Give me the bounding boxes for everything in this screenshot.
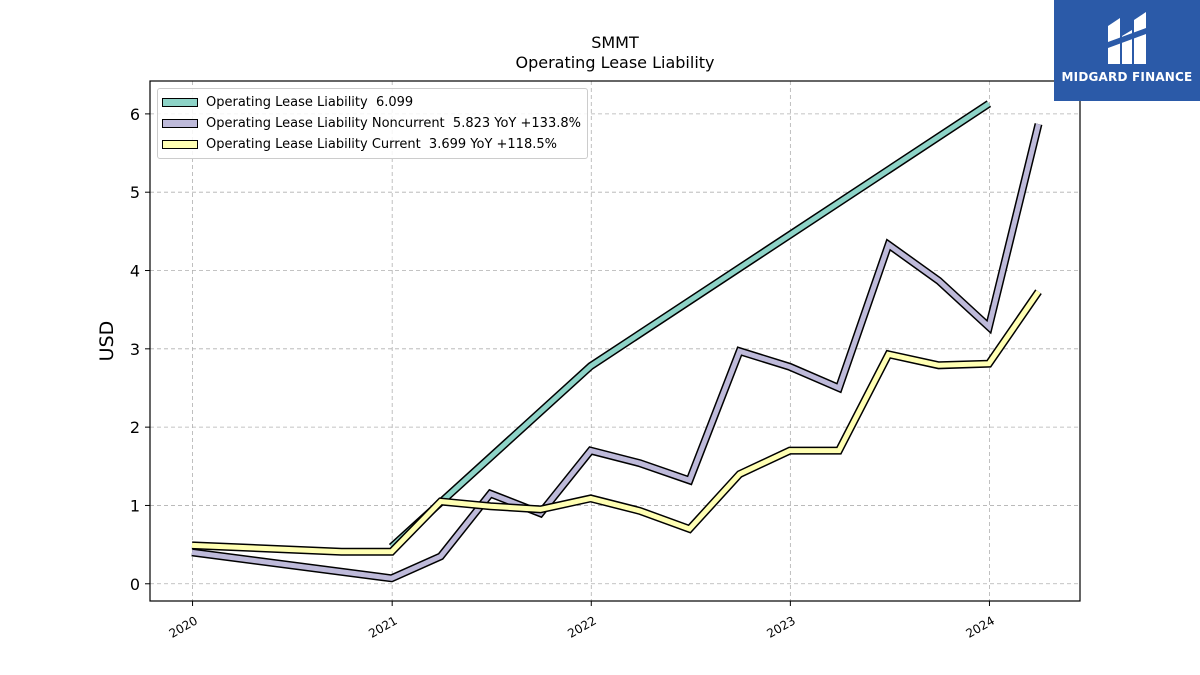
- y-axis-label: USD: [96, 321, 118, 362]
- grid: [150, 81, 1080, 601]
- legend-swatch-total: [162, 98, 198, 107]
- series-line-1: [191, 123, 1041, 581]
- y-tick-label: 1: [130, 496, 140, 515]
- chart-subtitle: Operating Lease Liability: [515, 53, 714, 72]
- legend-item: Operating Lease Liability Noncurrent 5.8…: [162, 113, 581, 134]
- plot-area-frame: [149, 80, 1081, 602]
- series-line-2: [191, 290, 1041, 555]
- series-line-0: [389, 101, 991, 549]
- x-tick-label: 2024: [964, 613, 997, 640]
- legend: Operating Lease Liability 6.099 Operatin…: [157, 88, 588, 159]
- x-tick-label: 2023: [764, 613, 797, 640]
- legend-item: Operating Lease Liability Current 3.699 …: [162, 134, 581, 155]
- y-tick-label: 4: [130, 262, 140, 281]
- legend-swatch-noncurrent: [162, 119, 198, 128]
- legend-label: Operating Lease Liability Noncurrent 5.8…: [206, 116, 581, 131]
- brand-mark-icon: [1108, 12, 1146, 64]
- x-tick-label: 2021: [366, 613, 399, 640]
- series-lines: [191, 100, 1043, 583]
- x-tick-label: 2022: [565, 613, 598, 640]
- y-tick-label: 5: [130, 183, 140, 202]
- chart-title: SMMT: [591, 33, 639, 52]
- series-outline-2: [191, 289, 1042, 556]
- brand-name: MIDGARD FINANCE: [1061, 70, 1193, 84]
- x-tick-label: 2020: [167, 613, 200, 640]
- legend-swatch-current: [162, 140, 198, 149]
- y-tick-label: 0: [130, 575, 140, 594]
- legend-label: Operating Lease Liability Current 3.699 …: [206, 137, 557, 152]
- y-tick-label: 6: [130, 105, 140, 124]
- legend-item: Operating Lease Liability 6.099: [162, 92, 581, 113]
- brand-logo: MIDGARD FINANCE: [1054, 0, 1200, 101]
- legend-label: Operating Lease Liability 6.099: [206, 95, 414, 110]
- y-tick-label: 2: [130, 418, 140, 437]
- y-tick-label: 3: [130, 340, 140, 359]
